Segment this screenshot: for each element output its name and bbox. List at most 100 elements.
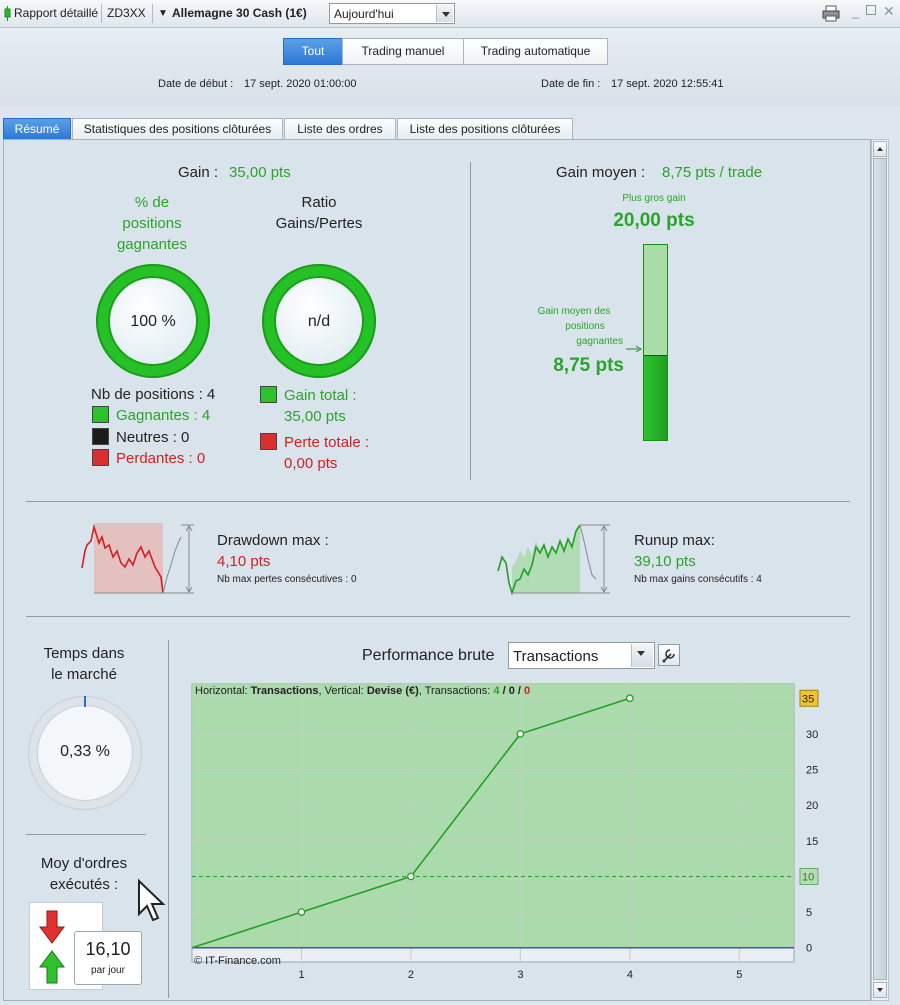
printer-icon[interactable]	[822, 5, 840, 22]
info-prefix: Horizontal:	[195, 685, 248, 697]
average-badge-label: 10	[802, 871, 814, 883]
scroll-down-button[interactable]	[873, 982, 887, 998]
neutral-swatch	[92, 428, 109, 445]
data-point	[407, 872, 415, 881]
filter-auto-button[interactable]: Trading automatique	[463, 38, 608, 65]
info-sep-2: /	[514, 685, 524, 697]
last-value-badge-label: 35	[802, 693, 814, 705]
scroll-thumb[interactable]	[873, 158, 887, 980]
candlestick-icon	[3, 6, 12, 21]
data-point	[297, 908, 306, 916]
start-date-value: 17 sept. 2020 01:00:00	[244, 78, 357, 90]
orders-title-2: exécutés :	[49, 876, 119, 893]
data-point	[625, 694, 634, 703]
detailed-report-label[interactable]: Rapport détaillé	[14, 6, 99, 20]
scrollbar[interactable]	[871, 139, 889, 1001]
tab-closed-stats[interactable]: Statistiques des positions clôturées	[72, 118, 283, 139]
close-icon[interactable]: ✕	[883, 3, 895, 19]
period-select[interactable]: Aujourd'hui	[329, 3, 455, 24]
tab-summary[interactable]: Résumé	[3, 118, 71, 139]
ratio-gauge: n/d	[262, 264, 376, 378]
instrument-dropdown-icon[interactable]: ▼	[158, 8, 168, 19]
x-tick-label: 3	[517, 969, 523, 981]
ratio-value: n/d	[307, 313, 331, 330]
info-sep-1: /	[499, 685, 509, 697]
neutral-count: Neutres : 0	[116, 429, 190, 446]
total-loss-value: 0,00 pts	[284, 455, 338, 472]
market-title-1: Temps dans	[43, 645, 125, 662]
restore-icon[interactable]	[866, 5, 876, 15]
end-date-value: 17 sept. 2020 12:55:41	[611, 78, 724, 90]
y-tick-label: 20	[806, 800, 818, 812]
summary-divider	[470, 162, 471, 480]
chart-copyright: © IT-Finance.com	[194, 955, 281, 967]
summary-panel: Gain : 35,00 pts % de positions gagnante…	[3, 139, 871, 1001]
info-vertical: Devise (€)	[366, 685, 419, 697]
filter-manual-button[interactable]: Trading manuel	[342, 38, 464, 65]
orders-title-1: Moy d'ordres	[40, 855, 128, 872]
avg-win-value: 8,75 pts	[553, 355, 624, 376]
info-count-win: 4	[493, 685, 500, 697]
y-tick-label: 15	[806, 836, 818, 848]
orders-value: 16,10	[85, 939, 131, 959]
runup-value: 39,10 pts	[634, 553, 696, 570]
win-pct-title-3: gagnantes	[116, 236, 188, 253]
tab-bar: Résumé Statistiques des positions clôtur…	[0, 116, 900, 140]
account-label[interactable]: ZD3XX	[107, 6, 146, 20]
performance-select[interactable]: Transactions	[508, 642, 655, 669]
divider-3	[26, 834, 146, 835]
runup-sub: Nb max gains consécutifs : 4	[634, 574, 762, 585]
ratio-title-2: Gains/Pertes	[275, 215, 363, 232]
gain-value: 35,00 pts	[229, 164, 291, 181]
wrench-icon[interactable]	[658, 644, 680, 666]
tab-closed-positions[interactable]: Liste des positions clôturées	[397, 118, 573, 139]
total-gain-value: 35,00 pts	[284, 408, 346, 425]
average-badge	[799, 867, 819, 885]
filter-all-button[interactable]: Tout	[283, 38, 343, 65]
info-count-neutral: 0	[508, 685, 515, 697]
total-loss-swatch	[260, 433, 277, 450]
win-pct-title-1: % de	[134, 194, 170, 211]
x-tick-label: 1	[298, 969, 304, 981]
info-count-loss: 0	[524, 685, 531, 697]
market-title-2: le marché	[51, 666, 117, 683]
drawdown-chart-icon	[77, 523, 204, 595]
avg-gain-bar-fill	[644, 355, 667, 440]
gain-label: Gain :	[178, 164, 219, 181]
start-date-label: Date de début :	[158, 78, 234, 90]
performance-title: Performance brute	[362, 647, 495, 664]
y-tick-label: 30	[806, 729, 818, 741]
win-pct-gauge: 100 %	[96, 264, 210, 378]
nb-positions: Nb de positions : 4	[91, 386, 216, 403]
y-tick-label: 25	[806, 765, 818, 777]
arrow-down-icon	[39, 909, 65, 945]
avg-gain-bar	[643, 244, 668, 441]
winners-count: Gagnantes : 4	[116, 407, 211, 424]
ratio-title-1: Ratio	[301, 194, 337, 211]
market-time-gauge: 0,33 %	[28, 696, 142, 810]
losers-swatch	[92, 449, 109, 466]
biggest-gain-value: 20,00 pts	[613, 210, 695, 231]
runup-label: Runup max:	[634, 532, 715, 549]
last-value-badge	[799, 689, 819, 707]
scroll-up-button[interactable]	[873, 141, 887, 157]
tab-orders[interactable]: Liste des ordres	[284, 118, 396, 139]
info-tr: , Transactions:	[418, 685, 491, 697]
avg-gain-value: 8,75 pts / trade	[662, 164, 763, 181]
chevron-down-icon[interactable]	[631, 644, 653, 667]
win-pct-title-2: positions	[122, 215, 182, 232]
data-point	[516, 730, 525, 738]
mouse-pointer-icon	[136, 878, 166, 923]
minimize-icon[interactable]: _	[852, 4, 860, 19]
orders-value-box: 16,10 par jour	[74, 931, 142, 985]
losers-count: Perdantes : 0	[116, 450, 206, 467]
x-tick-label: 5	[736, 969, 742, 981]
runup-chart-icon	[494, 523, 619, 596]
filter-bar: Tout Trading manuel Trading automatique …	[0, 28, 900, 106]
avg-win-label-1: Gain moyen des	[537, 306, 611, 317]
period-value: Aujourd'hui	[334, 7, 394, 21]
instrument-label[interactable]: Allemagne 30 Cash (1€)	[172, 6, 307, 20]
chevron-down-icon[interactable]	[436, 5, 453, 22]
avg-win-label-3: gagnantes	[576, 336, 623, 347]
market-time-tick	[84, 696, 86, 707]
